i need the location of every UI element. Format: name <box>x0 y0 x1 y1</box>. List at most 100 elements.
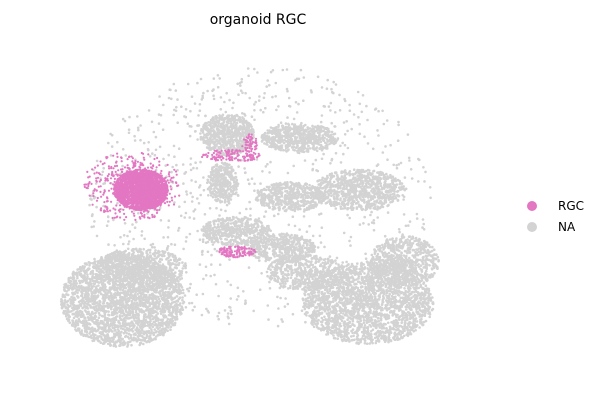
scatter-point <box>124 298 127 302</box>
scatter-point <box>304 297 308 301</box>
scatter-point <box>321 297 325 301</box>
scatter-point <box>112 319 115 323</box>
scatter-point <box>99 309 103 312</box>
scatter-point <box>318 296 321 300</box>
scatter-point <box>158 260 161 263</box>
scatter-point <box>86 302 89 306</box>
scatter-point <box>138 329 142 333</box>
scatter-point <box>151 317 155 321</box>
scatter-point <box>389 309 393 313</box>
scatter-point <box>398 318 401 322</box>
scatter-point <box>365 342 369 346</box>
scatter-point <box>102 278 106 282</box>
scatter-point <box>153 320 156 324</box>
scatter-point <box>179 290 182 293</box>
scatter-point <box>85 334 88 337</box>
scatter-point <box>122 318 126 321</box>
scatter-point <box>148 293 151 297</box>
scatter-point <box>136 292 139 296</box>
scatter-point <box>174 256 178 260</box>
scatter-point <box>368 323 372 327</box>
scatter-point <box>125 282 129 286</box>
scatter-point <box>352 334 355 338</box>
scatter-point <box>160 286 163 289</box>
scatter-point <box>342 324 346 327</box>
scatter-point <box>116 307 120 310</box>
scatter-point <box>382 290 386 293</box>
scatter-point <box>143 287 147 290</box>
scatter-point <box>145 272 148 276</box>
scatter-point <box>133 301 136 305</box>
scatter-point <box>125 304 128 308</box>
scatter-point <box>145 340 148 344</box>
scatter-point <box>138 247 141 251</box>
scatter-point <box>113 325 117 329</box>
scatter-point <box>85 306 88 310</box>
scatter-point <box>140 311 144 314</box>
scatter-point <box>126 345 129 348</box>
scatter-point <box>352 292 356 296</box>
scatter-point <box>353 311 356 315</box>
scatter-point <box>109 339 112 343</box>
scatter-point <box>170 290 174 294</box>
scatter-point <box>159 318 162 322</box>
scatter-point <box>182 264 186 268</box>
scatter-point <box>104 256 107 259</box>
scatter-point <box>141 281 144 284</box>
scatter-point <box>182 291 185 295</box>
scatter-point <box>168 283 171 287</box>
scatter-point <box>107 310 110 313</box>
scatter-point <box>169 305 172 309</box>
scatter-point <box>135 339 139 343</box>
scatter-point <box>96 329 99 332</box>
scatter-point <box>123 328 126 331</box>
scatter-point <box>168 254 171 257</box>
scatter-point <box>118 266 122 269</box>
scatter-point <box>170 276 174 280</box>
scatter-point <box>354 331 357 334</box>
scatter-point <box>114 345 118 348</box>
scatter-point <box>106 342 110 346</box>
scatter-point <box>359 289 363 293</box>
scatter-point <box>134 328 137 332</box>
scatter-point <box>305 314 308 317</box>
scatter-point <box>312 325 316 329</box>
scatter-point <box>117 258 121 261</box>
scatter-point <box>346 309 350 312</box>
scatter-point <box>159 280 163 284</box>
scatter-point <box>118 308 122 312</box>
scatter-point <box>86 316 90 319</box>
scatter-point <box>319 320 323 324</box>
scatter-point <box>94 311 97 315</box>
scatter-point <box>376 330 380 334</box>
scatter-point <box>97 306 100 310</box>
scatter-point <box>99 286 102 290</box>
scatter-point <box>139 341 143 345</box>
scatter-point <box>67 280 70 284</box>
scatter-point <box>92 282 96 285</box>
scatter-point <box>103 274 107 277</box>
scatter-point <box>87 285 91 289</box>
scatter-point <box>173 321 177 325</box>
scatter-point <box>407 298 411 302</box>
scatter-point <box>353 324 356 328</box>
scatter-point <box>122 312 126 316</box>
scatter-point <box>133 287 137 291</box>
scatter-point <box>85 279 88 283</box>
scatter-point <box>103 324 106 327</box>
scatter-point <box>117 269 121 273</box>
scatter-point <box>173 304 177 307</box>
scatter-point <box>91 317 95 321</box>
scatter-point <box>103 335 107 338</box>
scatter-point <box>157 304 160 308</box>
scatter-point <box>148 315 152 318</box>
scatter-point <box>83 287 87 290</box>
scatter-point <box>99 274 103 277</box>
scatter-point <box>404 312 408 315</box>
scatter-point <box>145 280 148 284</box>
scatter-point <box>141 271 145 275</box>
scatter-point <box>358 307 361 311</box>
scatter-point <box>385 291 389 295</box>
scatter-point <box>373 310 377 314</box>
scatter-point <box>384 337 388 341</box>
